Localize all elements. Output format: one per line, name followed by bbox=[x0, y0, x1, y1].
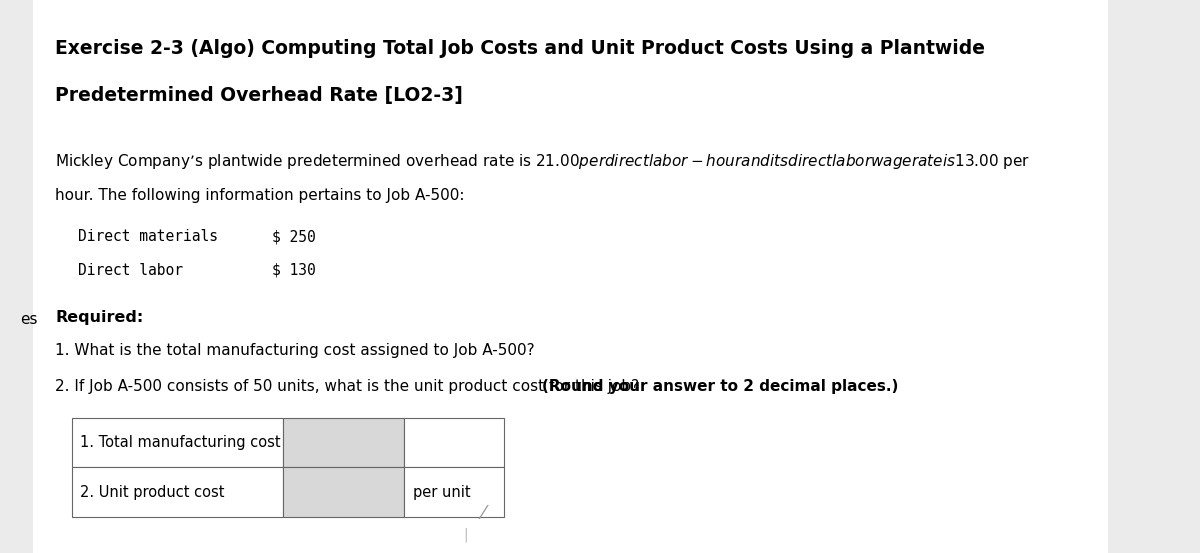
Bar bbox=[404, 467, 504, 517]
Text: ⁄: ⁄ bbox=[482, 504, 485, 523]
Text: 1. Total manufacturing cost: 1. Total manufacturing cost bbox=[79, 435, 281, 450]
Text: $ 250: $ 250 bbox=[271, 229, 316, 244]
Text: Direct materials: Direct materials bbox=[78, 229, 217, 244]
Text: Direct labor: Direct labor bbox=[78, 263, 182, 278]
Bar bbox=[404, 418, 504, 467]
Text: |: | bbox=[463, 528, 468, 542]
Bar bbox=[282, 467, 404, 517]
Bar bbox=[72, 418, 282, 467]
Text: Exercise 2-3 (Algo) Computing Total Job Costs and Unit Product Costs Using a Pla: Exercise 2-3 (Algo) Computing Total Job … bbox=[55, 39, 985, 58]
Text: per unit: per unit bbox=[413, 484, 470, 500]
Bar bbox=[282, 418, 404, 467]
Text: hour. The following information pertains to Job A-500:: hour. The following information pertains… bbox=[55, 188, 464, 203]
Text: $ 130: $ 130 bbox=[271, 263, 316, 278]
Text: 2. Unit product cost: 2. Unit product cost bbox=[79, 484, 224, 500]
Text: Mickley Company’s plantwide predetermined overhead rate is $21.00 per direct lab: Mickley Company’s plantwide predetermine… bbox=[55, 152, 1031, 171]
Text: Predetermined Overhead Rate [LO2-3]: Predetermined Overhead Rate [LO2-3] bbox=[55, 86, 463, 105]
Text: Required:: Required: bbox=[55, 310, 144, 325]
Text: (Round your answer to 2 decimal places.): (Round your answer to 2 decimal places.) bbox=[541, 379, 898, 394]
Bar bbox=[72, 467, 282, 517]
Text: es: es bbox=[20, 312, 37, 327]
Text: 2. If Job A-500 consists of 50 units, what is the unit product cost for this job: 2. If Job A-500 consists of 50 units, wh… bbox=[55, 379, 644, 394]
Text: 1. What is the total manufacturing cost assigned to Job A-500?: 1. What is the total manufacturing cost … bbox=[55, 343, 535, 358]
